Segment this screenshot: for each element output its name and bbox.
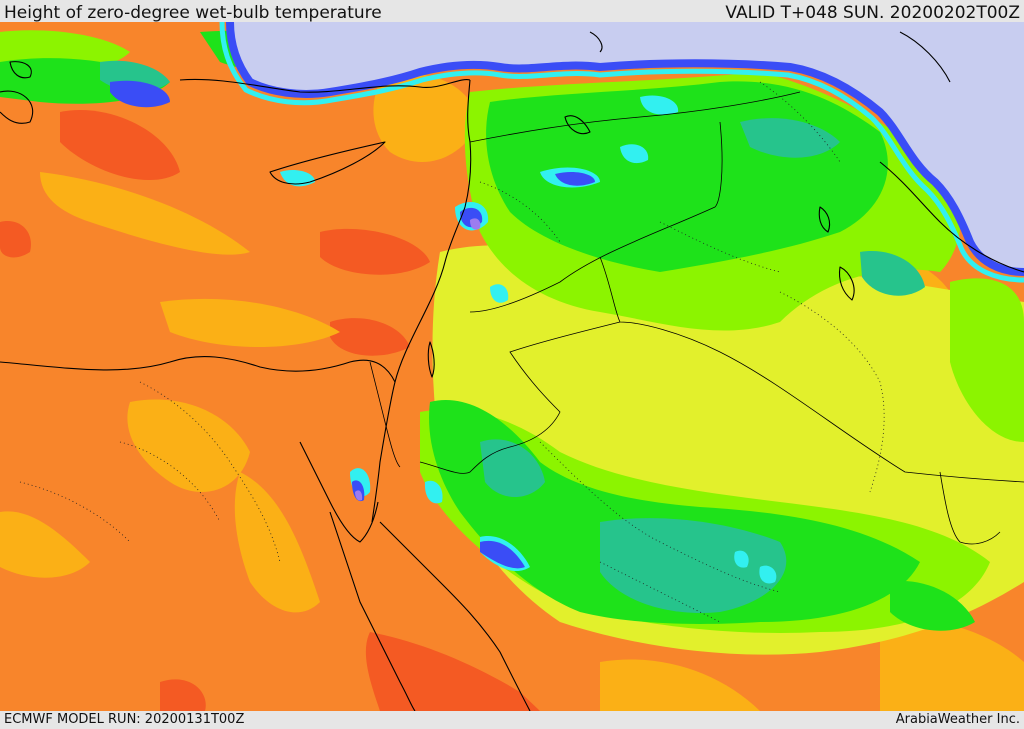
country-borders: [369, 91, 1024, 545]
valid-time-label: VALID T+048 SUN. 20200202T00Z: [725, 3, 1020, 23]
coastlines: [0, 31, 1024, 711]
violet-zones: [355, 218, 481, 501]
footer-bar: ECMWF MODEL RUN: 20200131T00Z ArabiaWeat…: [0, 711, 1024, 729]
cyan-edge-turkey: [219, 22, 1024, 283]
header-bar: Height of zero-degree wet-bulb temperatu…: [0, 0, 1024, 23]
blue-edge-turkey: [226, 22, 1024, 276]
weather-map: [0, 22, 1024, 711]
lavender-zone-turkey: [230, 22, 1024, 272]
province-borders: [19, 81, 885, 623]
model-run-label: ECMWF MODEL RUN: 20200131T00Z: [4, 712, 245, 727]
map-title: Height of zero-degree wet-bulb temperatu…: [4, 3, 382, 23]
red-orange-zones: [0, 48, 540, 711]
teal-zones: [100, 60, 925, 613]
credit-label: ArabiaWeather Inc.: [895, 712, 1020, 727]
